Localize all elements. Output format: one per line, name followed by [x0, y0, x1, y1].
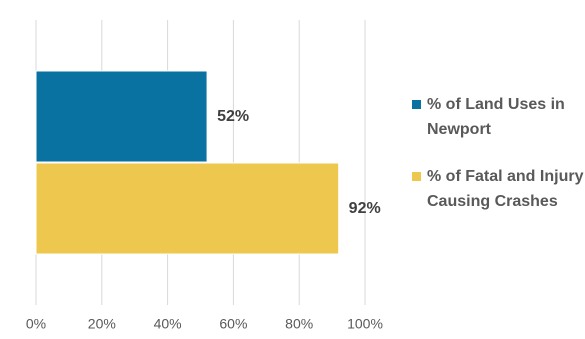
legend-swatch: [412, 100, 421, 109]
legend-label: % of Fatal and Injury Causing Crashes: [427, 168, 584, 210]
legend-item: % of Fatal and Injury Causing Crashes: [412, 164, 585, 214]
legend-label: % of Land Uses in Newport: [427, 96, 565, 138]
value-label: 92%: [349, 200, 381, 217]
value-label: 52%: [217, 108, 249, 125]
x-tick-label: 100%: [347, 316, 383, 332]
x-tick-label: 20%: [88, 316, 116, 332]
x-tick-label: 0%: [26, 316, 46, 332]
bar: [35, 162, 340, 255]
x-tick-label: 40%: [154, 316, 182, 332]
x-tick-label: 60%: [219, 316, 247, 332]
legend-item: % of Land Uses in Newport: [412, 92, 585, 142]
bar: [35, 70, 208, 163]
legend: % of Land Uses in Newport % of Fatal and …: [412, 92, 585, 236]
legend-swatch: [412, 172, 421, 181]
x-tick-label: 80%: [285, 316, 313, 332]
